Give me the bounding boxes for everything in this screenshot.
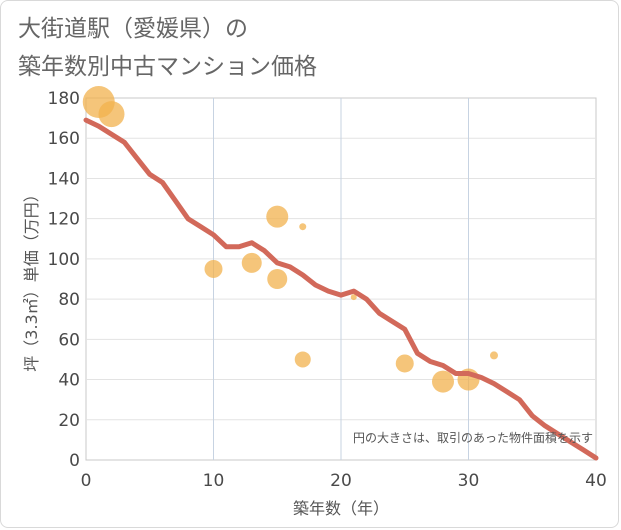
- data-bubble: [294, 351, 311, 368]
- data-bubble: [350, 294, 357, 301]
- chart-title-line-2: 築年数別中古マンション価格: [18, 54, 317, 80]
- data-bubble: [395, 354, 414, 373]
- y-tick-label: 60: [58, 330, 80, 350]
- data-bubble: [267, 269, 288, 289]
- x-tick-labels: 0 10 20 30 40: [81, 471, 607, 491]
- data-bubble: [98, 101, 125, 128]
- y-tick-label: 20: [58, 411, 80, 431]
- data-bubble: [299, 223, 307, 231]
- data-bubble: [266, 205, 289, 228]
- gridlines: [86, 98, 596, 460]
- y-tick-label: 120: [48, 210, 80, 230]
- data-bubble: [204, 259, 223, 278]
- x-axis-label: 築年数（年）: [293, 499, 389, 518]
- x-tick-label: 30: [458, 471, 480, 491]
- data-bubble: [241, 252, 262, 273]
- data-bubble: [490, 351, 498, 360]
- y-tick-label: 80: [58, 290, 80, 310]
- y-tick-labels: 0 20 40 60 80 100 120 140 160 180: [48, 89, 80, 471]
- y-tick-label: 180: [48, 89, 80, 109]
- y-tick-label: 100: [48, 250, 80, 270]
- x-tick-label: 10: [203, 471, 225, 491]
- y-tick-label: 160: [48, 129, 80, 149]
- x-tick-label: 20: [330, 471, 352, 491]
- y-axis-label: 坪（3.3㎡）単価（万円）: [22, 186, 41, 371]
- chart-title: 大街道駅（愛媛県）の 築年数別中古マンション価格: [18, 10, 598, 86]
- data-bubble: [432, 370, 454, 393]
- trend-line: [83, 117, 599, 461]
- y-tick-label: 40: [58, 371, 80, 391]
- bubble-size-note: 円の大きさは、取引のあった物件面積を示す: [353, 430, 593, 445]
- x-tick-label: 40: [585, 471, 607, 491]
- y-tick-label: 140: [48, 169, 80, 189]
- y-tick-label: 0: [69, 451, 80, 471]
- x-tick-label: 0: [81, 471, 92, 491]
- chart-title-line-1: 大街道駅（愛媛県）の: [18, 16, 248, 42]
